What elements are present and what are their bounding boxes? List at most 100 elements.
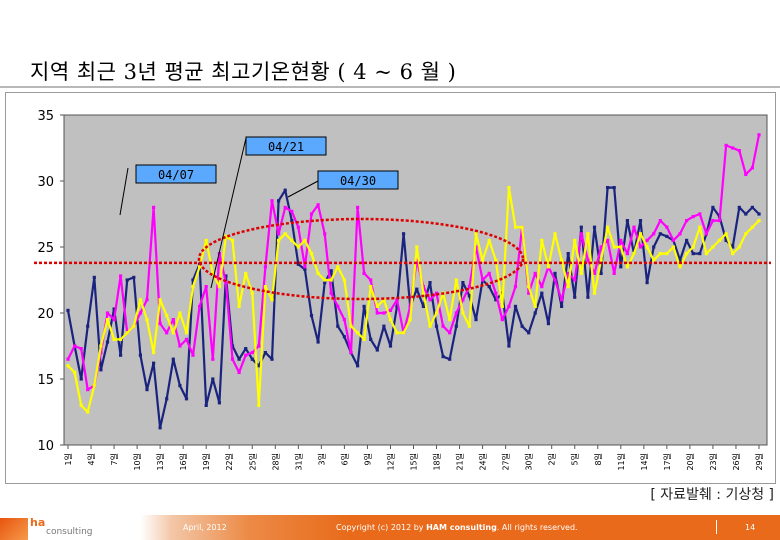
series-0-point [86,324,90,328]
series-1-point [165,331,169,335]
series-0-point [211,377,215,381]
series-2-point [711,245,715,249]
series-0-point [546,322,550,326]
page-number: 14 [745,523,756,532]
series-1-point [540,285,544,289]
series-1-point [533,271,537,275]
series-0-point [388,344,393,348]
series-2-point [691,245,695,249]
series-1-point [415,258,419,262]
series-2-point [323,278,327,282]
series-1-point [369,278,373,282]
callout-0407: 04/07 [119,164,217,216]
series-2-point [750,225,754,229]
series-1-point [481,278,485,282]
series-1-point [395,298,399,302]
series-2-point [652,258,656,262]
x-tick-label: 2일 [548,453,557,465]
series-2-point [132,324,136,328]
series-2-point [540,238,544,242]
series-0-point [560,304,564,308]
series-1-point [336,304,340,308]
series-0-point [612,186,616,190]
series-2-point [277,238,281,242]
series-2-point [375,304,379,308]
series-0-point [474,318,478,322]
series-0-point [362,304,366,308]
series-0-point [454,324,458,328]
series-0-point [244,347,248,351]
series-0-point [652,245,656,249]
series-1-point [467,285,471,289]
series-0-point [257,364,261,368]
series-1-point [316,203,320,207]
series-1-point [553,278,557,282]
series-2-point [408,318,412,322]
series-2-point [678,265,682,269]
footer-divider [716,520,717,534]
series-2-point [112,337,116,341]
series-2-point [671,245,675,249]
series-0-point [487,285,491,289]
series-0-point [441,355,445,359]
series-0-point [119,353,123,357]
series-0-point [520,324,524,328]
series-2-point [415,245,419,249]
series-2-point [586,232,590,236]
series-1-point [487,271,491,275]
footer-bar [0,515,780,540]
series-2-point [579,271,583,275]
series-2-point [566,285,570,289]
title-underline [0,86,780,88]
series-1-point [632,225,636,229]
series-0-point [461,281,465,285]
series-2-point [599,258,603,262]
x-tick-label: 11일 [617,453,626,471]
y-tick-label: 20 [37,307,54,322]
series-2-point [428,324,432,328]
series-1-point [704,232,708,236]
series-2-point [533,304,537,308]
callout-0407-label: 04/07 [158,168,194,182]
series-0-point [329,269,333,273]
series-1-point [250,351,254,355]
series-0-point [224,274,228,278]
series-2-point [546,265,550,269]
series-layer [66,133,761,430]
series-1-point [237,370,241,374]
series-2-point [434,311,439,315]
series-0-point [178,384,182,388]
series-0-point [165,397,169,401]
series-2-point [592,291,597,295]
series-2-point [461,311,465,315]
series-1-point [356,205,360,209]
series-0-point [79,377,83,381]
series-2-point [500,304,504,308]
series-0-point [217,401,221,405]
series-1-point [112,318,116,322]
series-2-point [507,186,511,190]
series-2-point [125,331,129,335]
series-2-point [625,265,629,269]
series-0-point [336,324,340,328]
highlight-ellipse [197,217,525,301]
series-0-point [579,225,583,229]
series-1-point [277,232,281,236]
x-tick-label: 3일 [317,453,326,465]
series-2-point [724,232,728,236]
series-1-point [750,166,754,170]
series-2-point [665,252,669,256]
series-2-point [454,278,458,282]
series-0-point [112,307,116,311]
series-2-point [349,324,353,328]
x-tick-label: 14일 [640,453,649,471]
series-1-point [329,291,333,295]
series-1-point [691,215,695,219]
series-1-point [303,265,307,269]
series-1-point [145,298,149,302]
series-0-point [592,225,597,229]
x-tick-label: 18일 [433,453,442,471]
series-0-point [619,265,623,269]
series-1-point [678,232,682,236]
series-0-point [105,340,110,344]
